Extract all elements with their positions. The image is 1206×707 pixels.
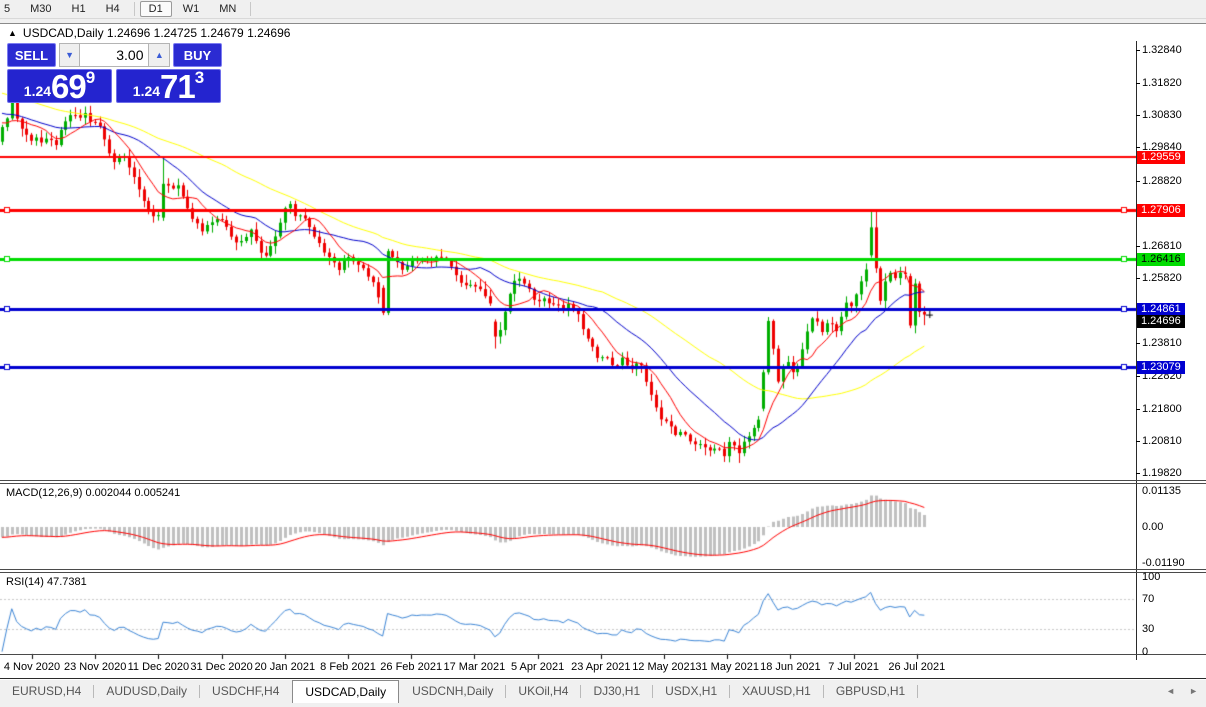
timeframe-button-H4[interactable]: H4 <box>105 3 120 15</box>
panel-separator[interactable] <box>0 572 1206 573</box>
price-tick-label: 1.21800 <box>1136 402 1182 415</box>
current-price-label: 1.24696 <box>1137 315 1185 329</box>
rsi-axis-label: 100 <box>1142 571 1161 583</box>
tab-scroll-arrows: ◄ ► <box>1166 686 1198 696</box>
macd-axis-label: -0.01190 <box>1142 557 1185 569</box>
date-tick-label: 26 Jul 2021 <box>888 661 946 673</box>
price-tick-label: 1.23810 <box>1136 337 1182 350</box>
buy-price-prefix: 1.24 <box>132 83 161 99</box>
tab-DJ30-H1[interactable]: DJ30,H1 <box>593 684 641 698</box>
timeframe-button-5[interactable]: 5 <box>4 3 11 15</box>
panel-separator[interactable] <box>0 569 1206 570</box>
price-tick-label: 1.25820 <box>1136 272 1182 285</box>
date-tick-label: 18 Jun 2021 <box>760 661 821 673</box>
price-tick-label: 1.31820 <box>1136 77 1182 90</box>
hline-price-label: 1.26416 <box>1137 252 1185 266</box>
date-tick-label: 31 Dec 2020 <box>190 661 253 673</box>
date-tick-label: 26 Feb 2021 <box>380 661 443 673</box>
panel-separator[interactable] <box>0 483 1206 484</box>
hline-price-label: 1.27906 <box>1137 204 1185 218</box>
date-tick-label: 5 Apr 2021 <box>510 661 565 673</box>
timeframe-button-MN[interactable]: MN <box>219 3 237 15</box>
one-click-trading-panel: SELL ▼ ▲ BUY 1.24 69 9 1.24 71 3 <box>7 43 222 103</box>
hline-price-label: 1.29559 <box>1137 150 1185 164</box>
rsi-axis-label: 70 <box>1142 593 1155 606</box>
sell-button[interactable]: SELL <box>7 43 56 67</box>
rsi-axis-label: 30 <box>1142 623 1155 636</box>
time-axis-separator <box>0 654 1206 655</box>
tab-USDCNH-Daily[interactable]: USDCNH,Daily <box>412 684 494 698</box>
timeframe-button-D1[interactable]: D1 <box>139 1 172 17</box>
volume-decrease-button[interactable]: ▼ <box>58 43 81 67</box>
toolbar-separator <box>250 2 252 16</box>
tab-scroll-right-icon[interactable]: ► <box>1189 686 1198 696</box>
tab-separator <box>505 685 507 698</box>
panel-separator[interactable] <box>0 480 1206 481</box>
chart-tab-bar: EURUSD,H4 AUDUSD,Daily USDCHF,H4 USDCAD,Dai… <box>0 680 1206 707</box>
tab-UKOil-H4[interactable]: UKOil,H4 <box>518 684 569 698</box>
tab-separator <box>199 685 201 698</box>
price-tick-label: 1.19820 <box>1136 467 1182 479</box>
date-tick-label: 4 Nov 2020 <box>3 661 61 673</box>
sell-price-display[interactable]: 1.24 69 9 <box>7 68 112 105</box>
toolbar-separator <box>133 2 135 16</box>
hline-price-label: 1.24861 <box>1137 303 1185 317</box>
price-tick-label: 1.20810 <box>1136 434 1182 447</box>
tab-separator <box>822 685 824 698</box>
volume-input[interactable] <box>80 43 149 67</box>
volume-increase-button[interactable]: ▲ <box>148 43 171 67</box>
chart-window-titlebar[interactable]: ▲ USDCAD,Daily 1.24696 1.24725 1.24679 1… <box>0 24 1206 41</box>
tab-EURUSD-H4[interactable]: EURUSD,H4 <box>12 684 82 698</box>
timeframe-button-M30[interactable]: M30 <box>30 3 52 15</box>
collapse-triangle-icon[interactable]: ▲ <box>8 27 17 38</box>
tab-XAUUSD-H1[interactable]: XAUUSD,H1 <box>742 684 811 698</box>
price-tick-label: 1.32840 <box>1136 44 1182 56</box>
date-tick-label: 7 Jul 2021 <box>828 661 879 673</box>
tab-separator <box>652 685 654 698</box>
chart-title: USDCAD,Daily 1.24696 1.24725 1.24679 1.2… <box>22 25 291 40</box>
tab-USDCHF-H4[interactable]: USDCHF,H4 <box>212 684 280 698</box>
date-tick-label: 23 Apr 2021 <box>571 661 631 673</box>
tab-USDCAD-Daily[interactable]: USDCAD,Daily <box>292 680 400 703</box>
tab-separator <box>729 685 731 698</box>
price-tick-label: 1.28820 <box>1136 174 1182 187</box>
sell-price-pipette: 9 <box>85 68 96 87</box>
macd-axis-label: 0.00 <box>1142 521 1164 533</box>
timeframe-toolbar: 5 M30 H1 H4 D1 W1 MN <box>0 0 1206 19</box>
date-tick-label: 20 Jan 2021 <box>254 661 316 673</box>
date-tick-label: 23 Nov 2020 <box>63 661 127 673</box>
tab-separator <box>93 685 95 698</box>
tab-USDX-H1[interactable]: USDX,H1 <box>665 684 718 698</box>
tab-scroll-left-icon[interactable]: ◄ <box>1166 686 1176 696</box>
price-tick-label: 1.26810 <box>1136 239 1182 252</box>
date-tick-label: 11 Dec 2020 <box>127 661 190 673</box>
buy-price-display[interactable]: 1.24 71 3 <box>116 68 221 105</box>
macd-indicator-label: MACD(12,26,9) 0.002044 0.005241 <box>6 487 181 499</box>
hline-price-label: 1.23079 <box>1137 361 1185 375</box>
buy-button[interactable]: BUY <box>173 43 222 67</box>
date-tick-label: 31 May 2021 <box>695 661 759 673</box>
rsi-indicator-label: RSI(14) 47.7381 <box>6 576 87 588</box>
price-axis-separator[interactable] <box>1136 41 1137 660</box>
tab-separator <box>580 685 582 698</box>
date-tick-label: 8 Feb 2021 <box>320 661 376 673</box>
date-tick-label: 12 May 2021 <box>632 661 696 673</box>
buy-price-pipette: 3 <box>194 68 205 87</box>
tab-AUDUSD-Daily[interactable]: AUDUSD,Daily <box>106 684 188 698</box>
rsi-axis-label: 0 <box>1142 645 1149 658</box>
price-tick-label: 1.30830 <box>1136 109 1182 122</box>
macd-axis-label: 0.01135 <box>1142 485 1181 498</box>
price-tick-label: 1.29840 <box>1136 141 1182 154</box>
sell-price-prefix: 1.24 <box>23 83 52 99</box>
timeframe-button-W1[interactable]: W1 <box>182 3 200 15</box>
price-chart-canvas[interactable] <box>0 41 1136 660</box>
timeframe-button-H1[interactable]: H1 <box>71 3 86 15</box>
date-tick-label: 17 Mar 2021 <box>443 661 506 673</box>
tab-GBPUSD-H1[interactable]: GBPUSD,H1 <box>835 684 906 698</box>
sell-price-big: 69 <box>51 68 87 105</box>
buy-price-big: 71 <box>160 68 196 105</box>
window-bottom-border <box>0 678 1206 679</box>
